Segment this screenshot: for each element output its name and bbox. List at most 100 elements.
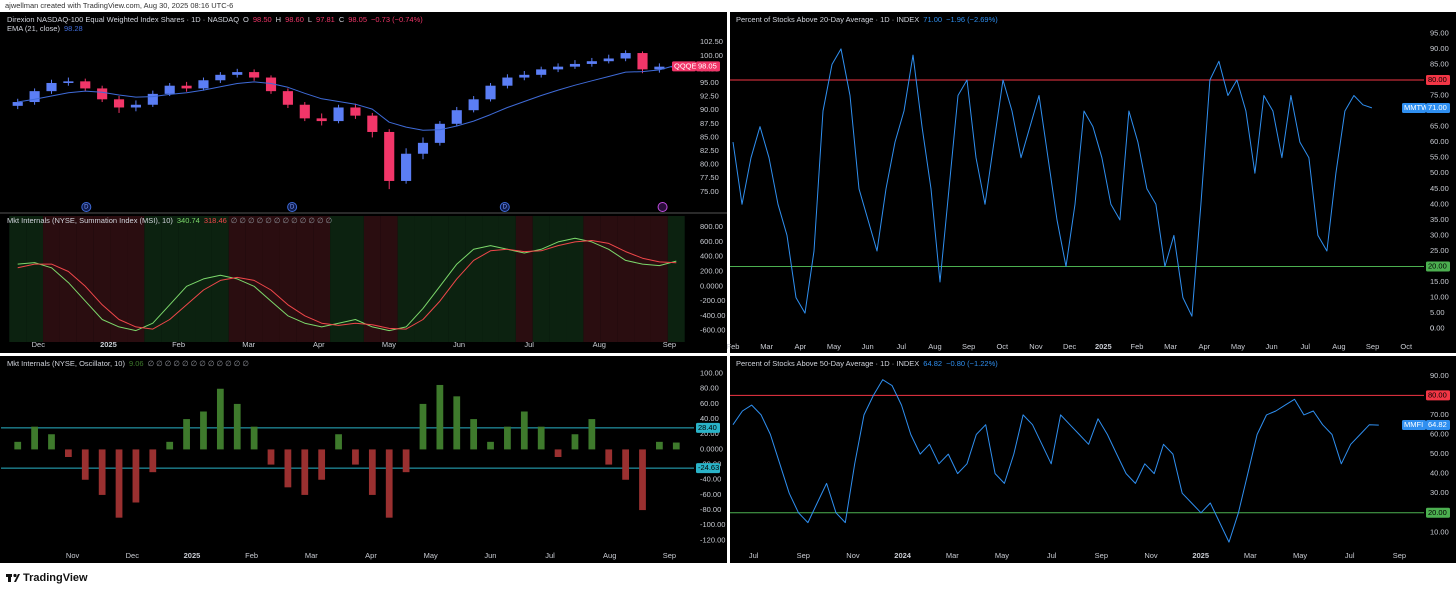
x-tick-label: May	[1293, 551, 1307, 560]
x-tick-label: May	[1231, 342, 1245, 351]
value-label: 64.82	[1428, 420, 1447, 429]
candle-body	[417, 142, 429, 154]
x-tick-label: Jun	[453, 340, 465, 349]
bar	[335, 434, 342, 450]
bar	[352, 449, 359, 465]
symbol-tag	[1402, 102, 1426, 113]
trend-shading	[532, 216, 550, 342]
bar	[605, 449, 613, 465]
y-tick-label: 200.00	[700, 266, 723, 275]
value-tag	[696, 61, 720, 72]
candle-body	[468, 99, 479, 111]
x-tick-label: Nov	[66, 551, 80, 560]
level-tag	[696, 422, 720, 433]
bar	[132, 449, 140, 503]
level-tag	[1426, 74, 1450, 85]
trend-shading	[600, 216, 618, 342]
trend-shading	[380, 216, 398, 342]
trend-shading	[397, 216, 415, 342]
candle-body	[434, 123, 445, 143]
y-tick-label: 77.50	[700, 173, 719, 182]
panel	[730, 356, 1456, 563]
candle-body	[46, 82, 57, 92]
bar	[487, 441, 494, 450]
value-tag	[1426, 420, 1450, 431]
y-tick-label: -80.00	[700, 505, 721, 514]
x-tick-label: Sep	[962, 342, 975, 351]
candle-body	[164, 85, 175, 94]
header-value: −1.96 (−2.69%)	[946, 15, 998, 24]
y-tick-label: 92.50	[700, 92, 719, 101]
y-tick-label: 30.00	[1430, 488, 1449, 497]
chart-title: Mkt Internals (NYSE, Oscillator, 10)	[7, 359, 125, 368]
dividend-label: D	[290, 205, 295, 211]
candle-body	[367, 115, 378, 132]
legend-value: 9.06	[129, 359, 144, 368]
series-line	[17, 64, 677, 131]
trend-shading	[650, 216, 668, 342]
legend-value: 340.74	[177, 216, 200, 225]
level-tag	[1426, 261, 1450, 272]
y-tick-label: 50.00	[1430, 168, 1449, 177]
x-tick-label: Dec	[1063, 342, 1077, 351]
candle-body	[113, 99, 125, 108]
y-tick-label: 60.00	[700, 399, 719, 408]
candle-body	[299, 104, 310, 119]
x-tick-label: Aug	[928, 342, 941, 351]
ohlc-value: 97.81	[316, 15, 335, 24]
candle-body	[401, 153, 412, 181]
x-tick-label: Sep	[1393, 551, 1406, 560]
trend-shading	[431, 216, 449, 342]
y-tick-label: 100.00	[700, 51, 723, 60]
y-tick-label: 10.00	[1430, 293, 1449, 302]
trend-shading	[313, 216, 331, 342]
y-tick-label: 50.00	[1430, 449, 1449, 458]
bar	[520, 411, 528, 450]
y-tick-label: 30.00	[1430, 230, 1449, 239]
candle-body	[569, 63, 581, 67]
candle-body	[97, 88, 108, 100]
trend-shading	[110, 216, 128, 342]
y-tick-label: 60.00	[1430, 429, 1449, 438]
dividend-marker	[499, 202, 510, 212]
na-markers: ∅ ∅ ∅ ∅ ∅ ∅ ∅ ∅ ∅ ∅ ∅ ∅	[148, 359, 250, 368]
y-tick-label: 70.00	[1430, 410, 1449, 419]
bar	[436, 384, 444, 450]
y-tick-label: -200.00	[700, 296, 725, 305]
x-tick-label: Sep	[663, 551, 676, 560]
trend-shading	[515, 216, 533, 342]
trend-shading	[178, 216, 196, 342]
x-tick-label: Feb	[245, 551, 258, 560]
y-tick-label: 5.00	[1430, 308, 1445, 317]
y-tick-label: 90.00	[1430, 44, 1449, 53]
candle-body	[384, 131, 395, 181]
legend-value: 318.46	[204, 216, 227, 225]
y-tick-label: 65.00	[1430, 122, 1449, 131]
x-tick-label: 2025	[1095, 342, 1112, 351]
y-tick-label: -40.00	[700, 475, 721, 484]
candle-body	[654, 66, 665, 70]
value-label: 71.00	[1428, 103, 1447, 112]
candle-body	[147, 93, 158, 105]
trend-shading	[93, 216, 111, 342]
candle-body	[586, 61, 597, 64]
dividend-label: D	[84, 205, 89, 211]
trend-shading	[617, 216, 635, 342]
candle-body	[333, 107, 344, 122]
x-tick-label: Mar	[305, 551, 318, 560]
x-tick-label: Feb	[1130, 342, 1143, 351]
candle-body	[232, 72, 243, 75]
trend-shading	[482, 216, 499, 342]
trend-shading	[245, 216, 263, 342]
trend-shading	[566, 216, 584, 342]
dividend-label: D	[503, 205, 508, 211]
symbol-tag	[1402, 420, 1426, 431]
candle-body	[265, 77, 277, 92]
ohlc-label: O	[243, 15, 249, 24]
candle-body	[553, 66, 564, 70]
candle-body	[249, 72, 260, 78]
y-tick-label: 90.00	[700, 105, 719, 114]
x-tick-label: May	[995, 551, 1009, 560]
x-tick-label: Mar	[242, 340, 255, 349]
y-tick-label: 25.00	[1430, 246, 1449, 255]
